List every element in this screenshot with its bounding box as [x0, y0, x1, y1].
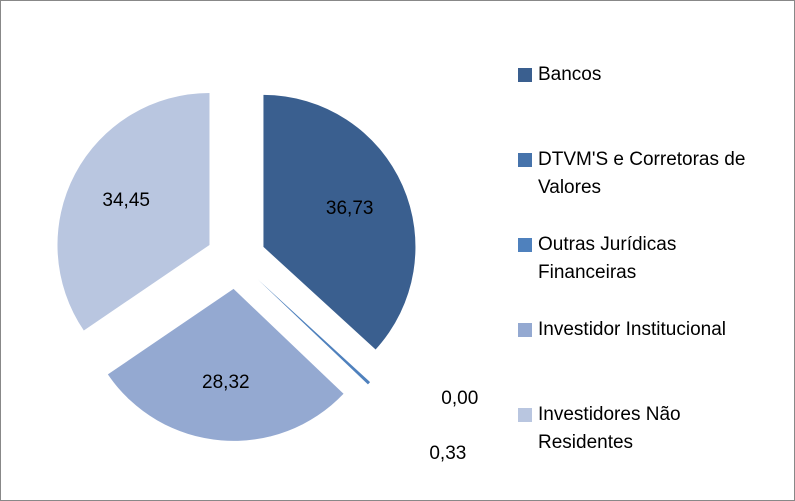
legend-swatch — [518, 238, 532, 252]
legend: Bancos DTVM'S e Corretoras de Valores Outr… — [518, 61, 778, 486]
legend-item: Bancos — [518, 61, 778, 146]
legend-item: DTVM'S e Corretoras de Valores — [518, 146, 778, 231]
legend-swatch — [518, 153, 532, 167]
legend-label: Investidores Não Residentes — [538, 404, 681, 453]
legend-swatch — [518, 408, 532, 422]
pie-slice — [57, 92, 210, 331]
data-label: 0,33 — [429, 443, 466, 464]
data-label: 28,32 — [202, 372, 250, 393]
legend-item: Investidor Institucional — [518, 316, 778, 401]
pie-slice — [257, 279, 371, 385]
legend-swatch — [518, 68, 532, 82]
legend-label: Investidor Institucional — [538, 319, 726, 340]
pie-slice — [263, 94, 416, 350]
legend-swatch — [518, 323, 532, 337]
legend-label: Bancos — [538, 64, 602, 85]
data-label: 0,00 — [441, 388, 478, 409]
legend-label: DTVM'S e Corretoras de Valores — [538, 149, 746, 198]
data-label: 36,73 — [326, 198, 374, 219]
legend-item: Outras Jurídicas Financeiras — [518, 231, 778, 316]
legend-item: Investidores Não Residentes — [518, 401, 778, 486]
pie-slice — [107, 288, 344, 441]
data-label: 34,45 — [102, 190, 150, 211]
legend-label: Outras Jurídicas Financeiras — [538, 234, 677, 283]
